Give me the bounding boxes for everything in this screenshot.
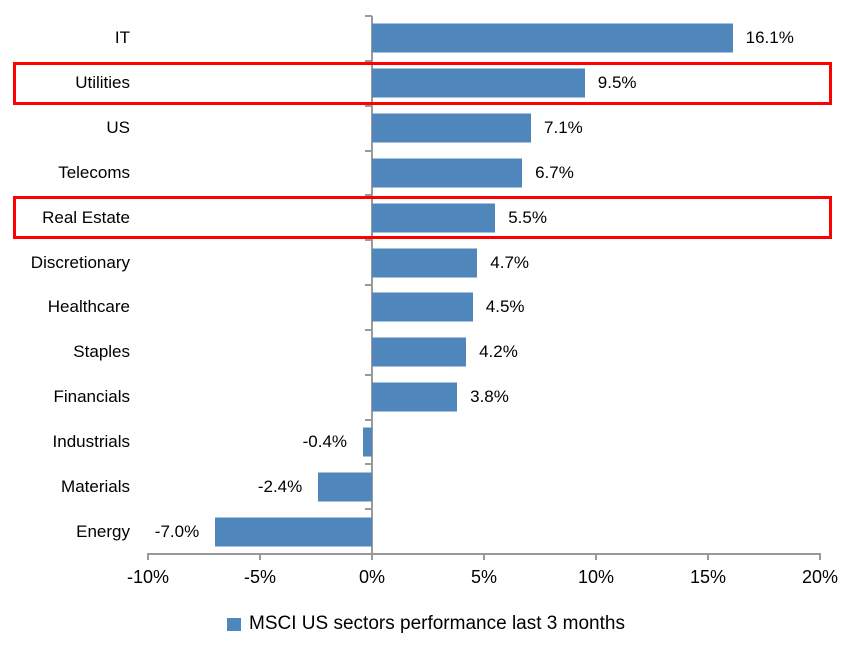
category-axis-tick xyxy=(365,15,372,17)
value-label: -7.0% xyxy=(154,521,200,541)
category-axis-tick xyxy=(365,328,372,331)
value-label: -2.4% xyxy=(257,476,303,496)
bar xyxy=(372,248,478,278)
value-label: -0.4% xyxy=(302,431,348,451)
x-axis-tick-label: -5% xyxy=(243,567,277,587)
bar xyxy=(372,68,585,98)
value-label: 7.1% xyxy=(544,118,583,138)
value-label: 3.8% xyxy=(470,387,509,407)
bar xyxy=(372,292,473,322)
legend-label: MSCI US sectors performance last 3 month… xyxy=(249,613,625,634)
category-axis-tick xyxy=(365,104,372,107)
category-axis-tick xyxy=(365,194,372,197)
value-label: 4.5% xyxy=(485,297,525,317)
category-label: Discretionary xyxy=(30,252,130,272)
x-axis-tick xyxy=(483,553,485,560)
bar xyxy=(372,113,532,143)
x-axis-tick-label: 5% xyxy=(470,567,498,587)
category-axis-tick xyxy=(365,463,372,466)
x-axis-tick xyxy=(595,553,597,560)
category-label: Staples xyxy=(73,342,130,362)
value-label: 4.7% xyxy=(490,252,530,272)
x-axis-tick-label: 10% xyxy=(577,567,615,587)
y-axis-line xyxy=(371,16,373,560)
category-label: Energy xyxy=(76,521,130,541)
value-label: 6.7% xyxy=(535,162,574,182)
bar xyxy=(215,517,372,547)
category-axis-tick xyxy=(365,59,372,62)
bar xyxy=(318,472,372,502)
legend: MSCI US sectors performance last 3 month… xyxy=(0,613,852,635)
category-label: Healthcare xyxy=(47,297,130,317)
category-axis-tick xyxy=(365,508,372,511)
category-axis-tick xyxy=(365,284,372,286)
category-axis-tick xyxy=(365,373,372,376)
bar xyxy=(372,158,523,188)
value-label: 9.5% xyxy=(597,73,637,93)
category-label: Utilities xyxy=(75,73,130,93)
bar xyxy=(363,427,372,457)
x-axis-tick xyxy=(707,553,709,560)
bar xyxy=(372,382,458,412)
x-axis-tick xyxy=(259,553,261,560)
category-label: Industrials xyxy=(52,431,130,451)
x-axis-tick-label: 20% xyxy=(801,567,839,587)
category-axis-tick xyxy=(365,418,372,421)
value-label: 5.5% xyxy=(508,207,547,227)
x-axis-tick-label: 0% xyxy=(358,567,386,587)
value-label: 4.2% xyxy=(479,342,518,362)
x-axis-tick-label: 15% xyxy=(689,567,727,587)
category-label: Materials xyxy=(61,476,130,496)
legend-marker-icon xyxy=(227,617,242,631)
category-axis-tick xyxy=(365,149,372,152)
category-label: IT xyxy=(114,28,130,48)
category-axis-tick xyxy=(365,239,372,242)
x-axis-tick xyxy=(147,553,149,560)
x-axis-tick xyxy=(371,553,373,560)
category-label: Real Estate xyxy=(42,207,130,227)
bar xyxy=(372,23,733,53)
category-axis-tick xyxy=(365,553,372,555)
category-label: Financials xyxy=(53,387,130,407)
category-label: US xyxy=(106,118,130,138)
value-label: 16.1% xyxy=(745,28,794,48)
category-label: Telecoms xyxy=(58,162,130,182)
bar xyxy=(372,203,496,233)
x-axis-tick xyxy=(819,553,821,560)
x-axis-tick-label: -10% xyxy=(126,567,170,587)
bar xyxy=(372,337,467,367)
